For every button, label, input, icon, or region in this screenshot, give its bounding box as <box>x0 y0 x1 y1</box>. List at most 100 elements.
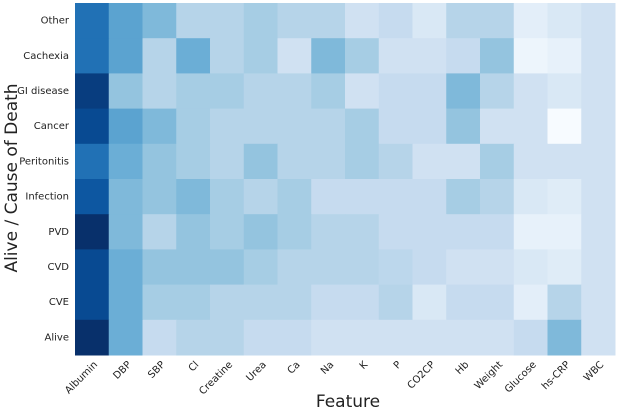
heatmap-cell <box>581 249 616 286</box>
heatmap-cell <box>412 319 447 356</box>
heatmap-cell <box>108 319 143 356</box>
heatmap-cell <box>412 3 447 39</box>
heatmap-cell <box>446 179 481 215</box>
heatmap-cell <box>243 319 278 356</box>
heatmap-cell <box>547 108 582 145</box>
heatmap-cell <box>142 284 177 321</box>
heatmap-cell <box>513 179 548 215</box>
heatmap-cell <box>311 249 346 286</box>
y-tick-label: Other <box>41 16 70 27</box>
y-tick-label: GI disease <box>17 86 69 97</box>
heatmap-cell <box>108 284 143 321</box>
heatmap-cell <box>243 108 278 145</box>
heatmap-cell <box>547 179 582 215</box>
heatmap-cell <box>210 249 245 286</box>
heatmap-cell <box>108 214 143 250</box>
heatmap-cell <box>277 179 312 215</box>
heatmap-cell <box>142 179 177 215</box>
heatmap-cell <box>581 108 616 145</box>
heatmap-cell <box>547 319 582 356</box>
heatmap-cell <box>378 143 413 180</box>
heatmap-cell <box>108 143 143 180</box>
heatmap-cell <box>446 249 481 286</box>
y-tick-label: CVE <box>49 297 69 308</box>
heatmap-cell <box>345 319 380 356</box>
heatmap-cell <box>378 214 413 250</box>
heatmap-cell <box>378 73 413 110</box>
heatmap-cell <box>311 38 346 74</box>
heatmap-cell <box>480 319 515 356</box>
x-tick-label: K <box>358 359 371 372</box>
heatmap-cell <box>210 73 245 110</box>
heatmap-cell <box>243 249 278 286</box>
heatmap-cell <box>243 3 278 39</box>
heatmap-cell <box>547 73 582 110</box>
x-tick-label: Weight <box>473 359 505 391</box>
heatmap-cell <box>446 108 481 145</box>
heatmap-cell <box>277 73 312 110</box>
heatmap-cell <box>176 214 211 250</box>
heatmap-cell <box>311 284 346 321</box>
heatmap-cell <box>176 284 211 321</box>
heatmap-cell <box>446 214 481 250</box>
heatmap-cell <box>412 143 447 180</box>
heatmap-cell <box>412 249 447 286</box>
heatmap-cell <box>581 73 616 110</box>
heatmap-cell <box>277 3 312 39</box>
heatmap-cell <box>311 319 346 356</box>
heatmap-cell <box>378 179 413 215</box>
x-tick-label: Cl <box>187 359 202 374</box>
x-tick-label: Hb <box>454 359 472 377</box>
heatmap-cell <box>75 3 110 39</box>
heatmap-cell <box>243 143 278 180</box>
heatmap-cell <box>345 73 380 110</box>
heatmap-cell <box>75 319 110 356</box>
heatmap-cell <box>581 179 616 215</box>
x-tick-label: Albumin <box>63 359 100 396</box>
heatmap-cell <box>581 143 616 180</box>
heatmap-cell <box>547 3 582 39</box>
heatmap-cell <box>446 284 481 321</box>
heatmap-cell <box>513 284 548 321</box>
heatmap-cell <box>277 319 312 356</box>
y-tick-label: Cancer <box>34 121 70 132</box>
heatmap-cell <box>547 214 582 250</box>
heatmap-cell <box>378 319 413 356</box>
y-tick-label: CVD <box>47 262 69 273</box>
x-tick-label: SBP <box>146 359 167 380</box>
x-tick-label: DBP <box>112 359 134 381</box>
heatmap-cell <box>311 179 346 215</box>
heatmap-cell <box>75 143 110 180</box>
heatmap-cell <box>480 143 515 180</box>
heatmap-cell <box>142 249 177 286</box>
heatmap-cell <box>176 38 211 74</box>
heatmap-cell <box>277 284 312 321</box>
heatmap-cell <box>378 3 413 39</box>
heatmap-cell <box>412 179 447 215</box>
heatmap-cell <box>210 284 245 321</box>
heatmap-cell <box>277 143 312 180</box>
heatmap-cell <box>108 249 143 286</box>
heatmap-cell <box>547 143 582 180</box>
heatmap-cell <box>581 38 616 74</box>
x-tick-label: Ca <box>286 359 303 376</box>
heatmap-cell <box>75 214 110 250</box>
heatmap-cell <box>581 284 616 321</box>
heatmap-cell <box>311 214 346 250</box>
heatmap-cell <box>513 3 548 39</box>
y-tick-label: Alive <box>45 332 69 343</box>
heatmap-cell <box>243 284 278 321</box>
heatmap-cell <box>210 179 245 215</box>
heatmap-cell <box>480 249 515 286</box>
heatmap-cell <box>176 179 211 215</box>
heatmap-cell <box>108 108 143 145</box>
heatmap-cell <box>345 214 380 250</box>
x-tick-label: WBC <box>582 359 606 383</box>
heatmap-cell <box>243 73 278 110</box>
heatmap-cell <box>210 38 245 74</box>
heatmap-cell <box>412 214 447 250</box>
x-tick-label: Creatine <box>197 359 235 397</box>
heatmap-cell <box>108 73 143 110</box>
heatmap-cell <box>378 108 413 145</box>
heatmap-cell <box>581 214 616 250</box>
